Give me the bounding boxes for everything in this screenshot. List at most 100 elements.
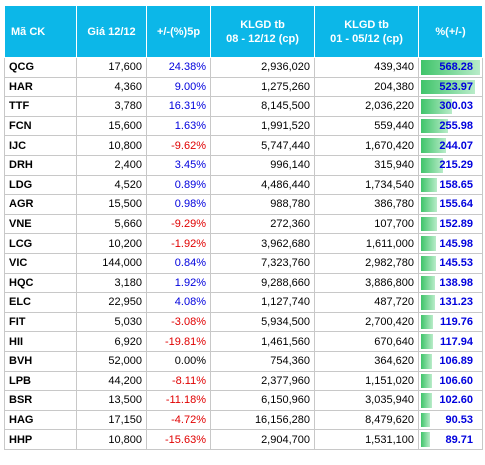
table-row: LCG 10,200 -1.92% 3,962,680 1,611,000 145.98: [4, 233, 483, 254]
ratio-value: 158.65: [439, 178, 473, 191]
cell-change: -9.62%: [146, 135, 211, 156]
ratio-bar: [421, 295, 435, 310]
cell-price: 10,800: [76, 135, 147, 156]
table-row: LDG 4,520 0.89% 4,486,440 1,734,540 158.65: [4, 175, 483, 196]
cell-volume-previous: 1,734,540: [314, 175, 419, 196]
table-row: ELC 22,950 4.08% 1,127,740 487,720 131.23: [4, 292, 483, 313]
table-row: FIT 5,030 -3.08% 5,934,500 2,700,420 119.76: [4, 312, 483, 333]
ratio-value: 138.98: [439, 276, 473, 289]
cell-volume-current: 8,145,500: [210, 96, 315, 117]
ratio-value: 145.53: [439, 257, 473, 270]
cell-price: 17,600: [76, 57, 147, 78]
cell-symbol: AGR: [4, 194, 77, 215]
cell-price: 3,180: [76, 273, 147, 294]
stock-volume-table: Mã CK Giá 12/12 +/-(%)5p KLGD tb 08 - 12…: [4, 5, 483, 450]
cell-volume-previous: 1,670,420: [314, 135, 419, 156]
ratio-bar: [421, 118, 448, 134]
cell-ratio: 523.97: [418, 77, 483, 98]
cell-ratio: 155.64: [418, 194, 483, 215]
cell-volume-previous: 8,479,620: [314, 410, 419, 431]
ratio-bar: [421, 236, 437, 251]
cell-symbol: TTF: [4, 96, 77, 117]
cell-ratio: 145.53: [418, 253, 483, 274]
header-volume-previous-line2: 01 - 05/12 (cp): [330, 32, 403, 45]
cell-price: 15,500: [76, 194, 147, 215]
cell-volume-previous: 559,440: [314, 116, 419, 137]
cell-change: -15.63%: [146, 429, 211, 450]
table-header-row: Mã CK Giá 12/12 +/-(%)5p KLGD tb 08 - 12…: [4, 5, 483, 58]
ratio-value: 102.60: [439, 394, 473, 407]
cell-change: 1.92%: [146, 273, 211, 294]
ratio-value: 523.97: [439, 80, 473, 93]
cell-volume-previous: 3,035,940: [314, 390, 419, 411]
cell-volume-previous: 204,380: [314, 77, 419, 98]
cell-price: 22,950: [76, 292, 147, 313]
cell-ratio: 215.29: [418, 155, 483, 176]
cell-symbol: BSR: [4, 390, 77, 411]
cell-ratio: 138.98: [418, 273, 483, 294]
cell-change: 0.00%: [146, 351, 211, 372]
table-row: HAG 17,150 -4.72% 16,156,280 8,479,620 90.53: [4, 410, 483, 431]
cell-change: -19.81%: [146, 331, 211, 352]
ratio-value: 155.64: [439, 198, 473, 211]
cell-volume-current: 1,991,520: [210, 116, 315, 137]
ratio-value: 145.98: [439, 237, 473, 250]
cell-change: 1.63%: [146, 116, 211, 137]
cell-symbol: HAR: [4, 77, 77, 98]
ratio-bar: [421, 216, 437, 232]
cell-ratio: 152.89: [418, 214, 483, 235]
ratio-bar: [421, 373, 433, 389]
cell-symbol: VNE: [4, 214, 77, 235]
cell-price: 44,200: [76, 371, 147, 392]
cell-change: -3.08%: [146, 312, 211, 333]
table-row: QCG 17,600 24.38% 2,936,020 439,340 568.28: [4, 57, 483, 78]
ratio-bar: [421, 60, 480, 75]
cell-volume-current: 16,156,280: [210, 410, 315, 431]
table-body: QCG 17,600 24.38% 2,936,020 439,340 568.28 HAR…: [4, 57, 483, 450]
cell-ratio: 117.94: [418, 331, 483, 352]
cell-volume-previous: 315,940: [314, 155, 419, 176]
cell-volume-current: 9,288,660: [210, 273, 315, 294]
table-row: HII 6,920 -19.81% 1,461,560 670,640 117.94: [4, 331, 483, 352]
cell-volume-previous: 386,780: [314, 194, 419, 215]
ratio-value: 106.89: [439, 355, 473, 368]
cell-change: 9.00%: [146, 77, 211, 98]
ratio-bar: [421, 255, 437, 271]
cell-change: 0.89%: [146, 175, 211, 196]
cell-volume-current: 5,934,500: [210, 312, 315, 333]
cell-change: 3.45%: [146, 155, 211, 176]
table-row: TTF 3,780 16.31% 8,145,500 2,036,220 300.03: [4, 96, 483, 117]
cell-change: 24.38%: [146, 57, 211, 78]
cell-price: 2,400: [76, 155, 147, 176]
cell-volume-current: 1,275,260: [210, 77, 315, 98]
table-row: LPB 44,200 -8.11% 2,377,960 1,151,020 106.60: [4, 371, 483, 392]
cell-volume-current: 6,150,960: [210, 390, 315, 411]
ratio-bar: [421, 334, 434, 349]
cell-volume-current: 754,360: [210, 351, 315, 372]
cell-ratio: 106.89: [418, 351, 483, 372]
header-volume-previous-line1: KLGD tb: [344, 18, 389, 31]
ratio-bar: [421, 138, 447, 153]
cell-volume-current: 7,323,760: [210, 253, 315, 274]
cell-symbol: LCG: [4, 233, 77, 254]
cell-price: 13,500: [76, 390, 147, 411]
ratio-value: 119.76: [439, 316, 473, 329]
cell-symbol: HAG: [4, 410, 77, 431]
table-row: HHP 10,800 -15.63% 2,904,700 1,531,100 89.71: [4, 429, 483, 450]
cell-volume-current: 2,377,960: [210, 371, 315, 392]
cell-volume-current: 2,904,700: [210, 429, 315, 450]
ratio-value: 90.53: [445, 413, 473, 426]
cell-change: -1.92%: [146, 233, 211, 254]
header-ratio: %(+/-): [418, 5, 483, 58]
ratio-bar: [421, 99, 453, 114]
ratio-bar: [421, 197, 438, 212]
cell-ratio: 145.98: [418, 233, 483, 254]
cell-volume-current: 2,936,020: [210, 57, 315, 78]
cell-change: -9.29%: [146, 214, 211, 235]
header-volume-current-line1: KLGD tb: [240, 18, 285, 31]
cell-ratio: 300.03: [418, 96, 483, 117]
cell-symbol: HII: [4, 331, 77, 352]
cell-price: 15,600: [76, 116, 147, 137]
cell-volume-previous: 2,700,420: [314, 312, 419, 333]
ratio-value: 117.94: [439, 335, 473, 348]
